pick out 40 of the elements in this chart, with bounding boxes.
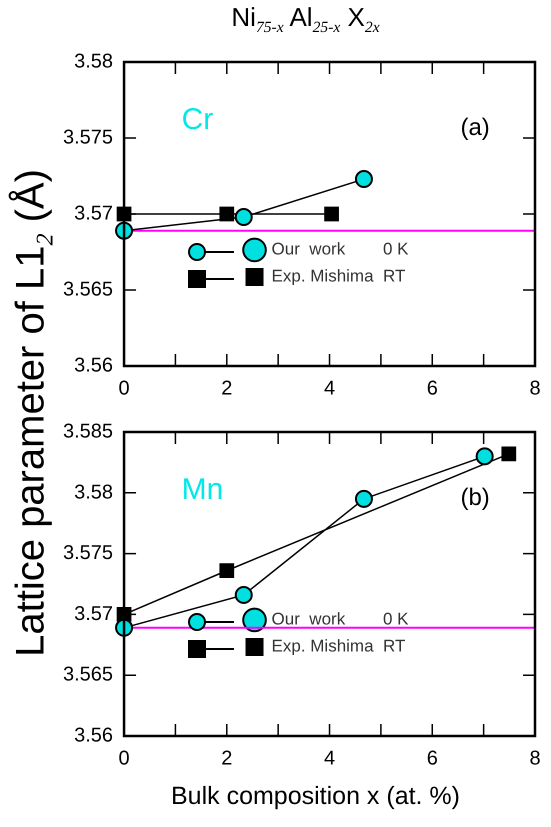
y-tick-label: 3.565 (62, 278, 114, 301)
y-tick-label: 3.56 (74, 724, 114, 747)
y-tick-label: 3.575 (62, 126, 114, 149)
y-tick-label: 3.565 (62, 664, 114, 686)
x-tick-label: 6 (426, 748, 438, 770)
y-tick-label: 3.58 (74, 481, 114, 504)
x-tick-label: 8 (529, 378, 541, 400)
point (354, 490, 373, 508)
x-tick-label: 6 (426, 378, 438, 400)
point (324, 206, 339, 222)
y-tick-label: 3.58 (74, 50, 114, 73)
y-tick-label: 3.57 (74, 602, 114, 625)
x-tick-label: 4 (324, 748, 336, 770)
y-tick-label: 3.56 (74, 354, 114, 377)
legend-label: Our work 0 K (272, 610, 410, 629)
chart-title: Ni$_{75-x}$ Al$_{25-x}$ X$_{2x}$ (230, 2, 381, 38)
legend-label: Our work 0 K (272, 240, 410, 259)
point (501, 446, 516, 462)
x-tick-label: 0 (118, 378, 130, 400)
point (234, 208, 253, 226)
annotation: Cr (182, 102, 214, 136)
annotation: (b) (460, 484, 490, 511)
x-tick-label: 2 (221, 378, 232, 400)
point (219, 563, 234, 578)
point (476, 447, 494, 466)
point (219, 206, 234, 222)
legend-label: Exp. Mishima RT (272, 266, 406, 286)
point (234, 586, 253, 604)
x-tick-label: 0 (118, 748, 130, 770)
point (354, 170, 373, 188)
x-tick-label: 2 (221, 748, 232, 770)
x-tick-label: 4 (324, 378, 336, 400)
x-tick-label: 8 (529, 748, 541, 770)
y-tick-label: 3.585 (62, 420, 114, 443)
x-axis-title: Bulk composition x (at. %) (170, 782, 461, 811)
y-tick-label: 3.57 (74, 202, 114, 225)
legend-label: Exp. Mishima RT (272, 636, 406, 656)
annotation: Mn (182, 472, 224, 506)
annotation: (a) (460, 114, 490, 141)
y-tick-label: 3.575 (62, 542, 114, 564)
